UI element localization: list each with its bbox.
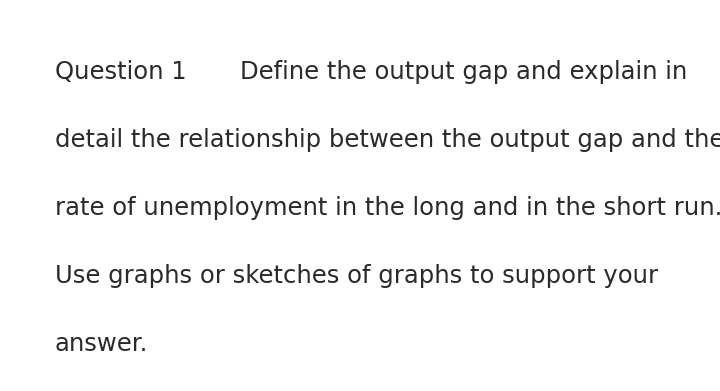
Text: answer.: answer. bbox=[55, 332, 148, 356]
Text: rate of unemployment in the long and in the short run.: rate of unemployment in the long and in … bbox=[55, 196, 720, 220]
Text: Question 1: Question 1 bbox=[55, 60, 186, 84]
Text: Define the output gap and explain in: Define the output gap and explain in bbox=[240, 60, 688, 84]
Text: detail the relationship between the output gap and the: detail the relationship between the outp… bbox=[55, 128, 720, 152]
Text: Use graphs or sketches of graphs to support your: Use graphs or sketches of graphs to supp… bbox=[55, 264, 658, 288]
